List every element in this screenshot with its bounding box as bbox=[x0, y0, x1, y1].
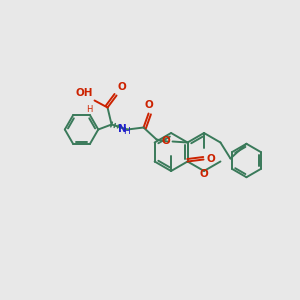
Text: H: H bbox=[123, 127, 130, 136]
Text: O: O bbox=[162, 136, 170, 146]
Text: O: O bbox=[118, 82, 126, 92]
Text: N: N bbox=[118, 124, 127, 134]
Text: O: O bbox=[206, 154, 215, 164]
Text: O: O bbox=[200, 169, 208, 179]
Text: OH: OH bbox=[75, 88, 92, 98]
Text: H: H bbox=[86, 104, 92, 113]
Text: O: O bbox=[144, 100, 153, 110]
